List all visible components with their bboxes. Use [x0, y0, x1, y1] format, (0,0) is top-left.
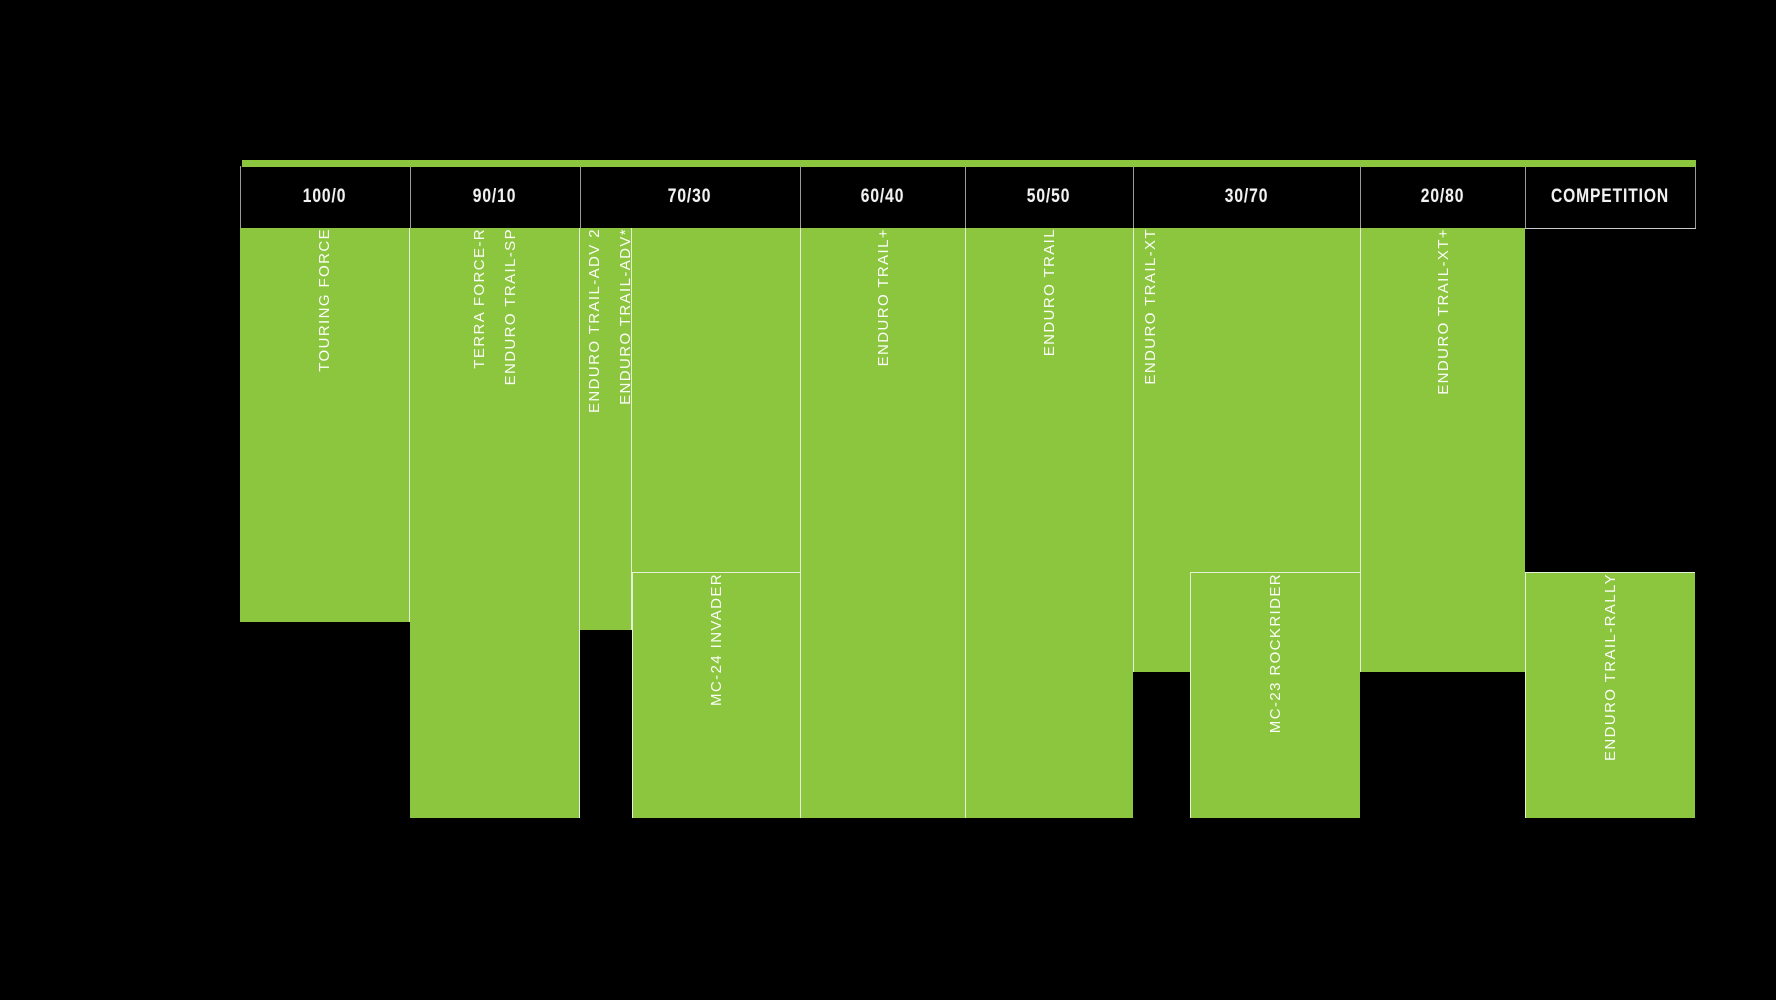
header-divider	[965, 166, 966, 228]
header-cell-70-30[interactable]: 70/30	[580, 166, 800, 228]
bar-mc-24-invader[interactable]: MC-24 INVADER	[632, 572, 800, 818]
header-divider	[240, 166, 241, 228]
accent-top-rule	[242, 160, 1696, 167]
header-divider	[800, 166, 801, 228]
header-cell-100-0[interactable]: 100/0	[240, 166, 410, 228]
header-divider	[580, 166, 581, 228]
bar-label-group: ENDURO TRAIL+	[801, 228, 965, 818]
usage-ratio-header-row: 100/0 90/10 70/30 60/40 50/50 30/70 20/8…	[240, 166, 1696, 228]
header-cell-60-40[interactable]: 60/40	[800, 166, 965, 228]
header-label: 100/0	[303, 186, 347, 207]
header-cell-20-80[interactable]: 20/80	[1360, 166, 1525, 228]
header-divider	[1360, 166, 1361, 228]
header-divider	[1525, 166, 1526, 228]
header-divider	[1695, 166, 1696, 228]
bar-label: MC-23 ROCKRIDER	[1267, 573, 1284, 734]
header-cell-competition[interactable]: COMPETITION	[1525, 166, 1696, 228]
bar-enduro-trail-adv[interactable]: ENDURO TRAIL-ADV 2 ENDURO TRAIL-ADV*	[586, 228, 800, 572]
header-label: 70/30	[668, 186, 712, 207]
bar-label: TERRA FORCE-R	[470, 228, 488, 369]
bar-enduro-trail-adv-stub[interactable]	[580, 228, 632, 630]
bar-label-group: ENDURO TRAIL-XT+	[1361, 228, 1525, 672]
header-label: 20/80	[1420, 186, 1465, 207]
bar-enduro-trail-xt-stub[interactable]	[1133, 228, 1190, 672]
bar-label-group: ENDURO TRAIL-RALLY	[1526, 573, 1695, 818]
bar-label-group: TOURING FORCE	[240, 228, 409, 622]
header-divider	[1133, 166, 1134, 228]
bar-label: ENDURO TRAIL-RALLY	[1602, 573, 1619, 762]
bar-label: ENDURO TRAIL-SP	[501, 228, 519, 386]
bar-enduro-trail-plus[interactable]: ENDURO TRAIL+	[800, 228, 965, 818]
bar-enduro-trail[interactable]: ENDURO TRAIL	[965, 228, 1133, 818]
header-label: 90/10	[473, 186, 517, 207]
header-label: COMPETITION	[1551, 186, 1670, 207]
header-label: 30/70	[1224, 186, 1269, 207]
bar-label-group: MC-23 ROCKRIDER	[1191, 573, 1360, 818]
bar-label: ENDURO TRAIL+	[874, 228, 892, 367]
bar-label: ENDURO TRAIL-XT+	[1434, 228, 1452, 395]
bar-terra-force-r[interactable]: TERRA FORCE-R ENDURO TRAIL-SP	[410, 228, 580, 818]
header-label: 50/50	[1027, 186, 1071, 207]
bar-label-group: TERRA FORCE-R ENDURO TRAIL-SP	[410, 228, 579, 818]
bar-enduro-trail-xt[interactable]: ENDURO TRAIL-XT	[1142, 228, 1360, 572]
bar-label: MC-24 INVADER	[708, 573, 725, 706]
bar-enduro-trail-rally[interactable]: ENDURO TRAIL-RALLY	[1525, 572, 1695, 818]
bar-label: ENDURO TRAIL	[1041, 228, 1058, 357]
bar-label-group: ENDURO TRAIL	[966, 228, 1133, 818]
bar-mc-23-rockrider[interactable]: MC-23 ROCKRIDER	[1190, 572, 1360, 818]
header-underline	[1525, 228, 1696, 229]
bar-label-group: MC-24 INVADER	[633, 573, 800, 818]
header-cell-90-10[interactable]: 90/10	[410, 166, 580, 228]
bar-enduro-trail-xt-plus[interactable]: ENDURO TRAIL-XT+	[1360, 228, 1525, 672]
bar-touring-force[interactable]: TOURING FORCE	[240, 228, 410, 622]
header-divider	[410, 166, 411, 228]
header-label: 60/40	[860, 186, 905, 207]
header-cell-30-70[interactable]: 30/70	[1133, 166, 1360, 228]
header-cell-50-50[interactable]: 50/50	[965, 166, 1133, 228]
bar-label: TOURING FORCE	[316, 228, 333, 372]
